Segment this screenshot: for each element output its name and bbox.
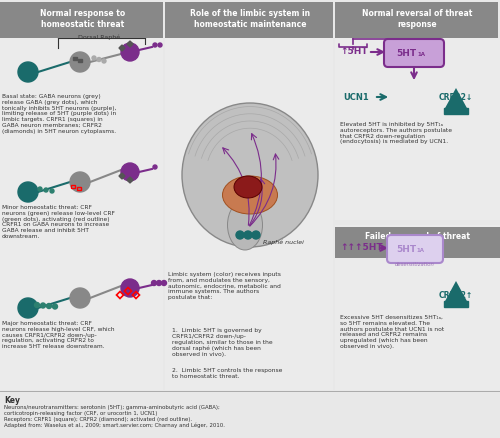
Circle shape	[18, 182, 38, 202]
Circle shape	[38, 187, 42, 191]
Text: Dorsal Raphé: Dorsal Raphé	[78, 34, 120, 39]
Text: Minor homeostatic threat: CRF
neurons (green) release low-level CRF
(green dots): Minor homeostatic threat: CRF neurons (g…	[2, 205, 115, 239]
Bar	[335, 38, 500, 220]
Ellipse shape	[182, 103, 318, 247]
FancyBboxPatch shape	[384, 39, 444, 67]
Text: Neurons/neurotransmitters: serotonin (5HT); gamma-aminobutyric acid (GABA);
cort: Neurons/neurotransmitters: serotonin (5H…	[4, 405, 225, 428]
Circle shape	[121, 279, 139, 297]
Text: ↑5HT: ↑5HT	[340, 47, 367, 57]
Bar	[335, 227, 500, 258]
Polygon shape	[119, 45, 125, 51]
FancyBboxPatch shape	[387, 235, 443, 263]
Bar	[0, 38, 163, 390]
Text: ↑↑↑5HT: ↑↑↑5HT	[340, 244, 382, 252]
Text: Excessive 5HT desensitizes 5HT₁ₐ,
so 5HT remains elevated. The
authors postulate: Excessive 5HT desensitizes 5HT₁ₐ, so 5HT…	[340, 315, 444, 349]
Circle shape	[50, 189, 54, 193]
Circle shape	[156, 280, 162, 286]
Text: Elevated 5HT is inhibited by 5HT₁ₐ
autoreceptors. The authors postulate
that CRF: Elevated 5HT is inhibited by 5HT₁ₐ autor…	[340, 122, 452, 145]
Text: 1A: 1A	[417, 53, 425, 57]
Ellipse shape	[228, 200, 262, 250]
Circle shape	[92, 56, 96, 60]
Circle shape	[18, 62, 38, 82]
Circle shape	[158, 43, 162, 47]
Bar	[73, 57, 76, 60]
Circle shape	[52, 304, 58, 309]
Text: desensitization: desensitization	[395, 261, 435, 266]
Text: Normal response to
homeostatic threat: Normal response to homeostatic threat	[40, 9, 125, 29]
Text: Basal state: GABA neurons (grey)
release GABA (grey dots), which
tonically inhib: Basal state: GABA neurons (grey) release…	[2, 94, 116, 134]
Text: 5HT: 5HT	[396, 244, 416, 254]
Circle shape	[152, 280, 156, 286]
Circle shape	[70, 288, 90, 308]
Polygon shape	[444, 88, 468, 110]
Circle shape	[252, 231, 260, 239]
Circle shape	[153, 165, 157, 169]
Circle shape	[18, 298, 38, 318]
Text: Raphé nuclei: Raphé nuclei	[263, 240, 304, 245]
Text: Major homeostatic threat: CRF
neurons release high-level CRF, which
causes CRFR1: Major homeostatic threat: CRF neurons re…	[2, 321, 114, 349]
Circle shape	[102, 59, 106, 63]
Circle shape	[153, 43, 157, 47]
Text: Role of the limbic system in
homeostatic maintenance: Role of the limbic system in homeostatic…	[190, 9, 310, 29]
Bar	[77, 187, 80, 190]
Bar	[0, 2, 163, 38]
Polygon shape	[127, 177, 133, 183]
Text: Normal reversal of threat
response: Normal reversal of threat response	[362, 9, 472, 29]
Polygon shape	[444, 281, 468, 303]
Bar	[165, 38, 333, 390]
Bar	[165, 2, 333, 38]
Text: CRFR2↓: CRFR2↓	[439, 92, 473, 102]
Text: Limbic system (color) receives inputs
from, and modulates the sensory,
autonomic: Limbic system (color) receives inputs fr…	[168, 272, 281, 300]
Circle shape	[121, 43, 139, 61]
Bar	[444, 108, 468, 114]
Text: UCN1: UCN1	[343, 92, 369, 102]
Circle shape	[40, 303, 46, 308]
Bar	[335, 2, 498, 38]
Text: 5HT: 5HT	[396, 49, 416, 57]
Circle shape	[236, 231, 244, 239]
Bar	[444, 301, 468, 307]
Circle shape	[162, 280, 166, 286]
Circle shape	[44, 188, 48, 192]
Text: 2.  Limbic 5HT controls the response
to homeostatic threat.: 2. Limbic 5HT controls the response to h…	[172, 368, 282, 379]
Circle shape	[121, 163, 139, 181]
Bar	[71, 184, 74, 188]
Circle shape	[34, 303, 40, 307]
Circle shape	[70, 52, 90, 72]
Text: Failed reversal of threat
response: Failed reversal of threat response	[365, 232, 470, 252]
Text: 1A: 1A	[416, 248, 424, 254]
Polygon shape	[119, 173, 125, 179]
Circle shape	[70, 172, 90, 192]
Text: Key: Key	[4, 396, 20, 405]
Text: CRFR2↑: CRFR2↑	[439, 290, 473, 300]
Text: 1.  Limbic 5HT is governed by
CRFR1/CRFR2 down-/up-
regulation, similar to those: 1. Limbic 5HT is governed by CRFR1/CRFR2…	[172, 328, 272, 357]
Circle shape	[244, 231, 252, 239]
Ellipse shape	[234, 176, 262, 198]
Circle shape	[46, 304, 52, 308]
Bar	[335, 225, 500, 390]
Polygon shape	[127, 41, 133, 47]
Ellipse shape	[222, 176, 278, 214]
Circle shape	[97, 57, 101, 61]
Bar	[78, 59, 82, 62]
